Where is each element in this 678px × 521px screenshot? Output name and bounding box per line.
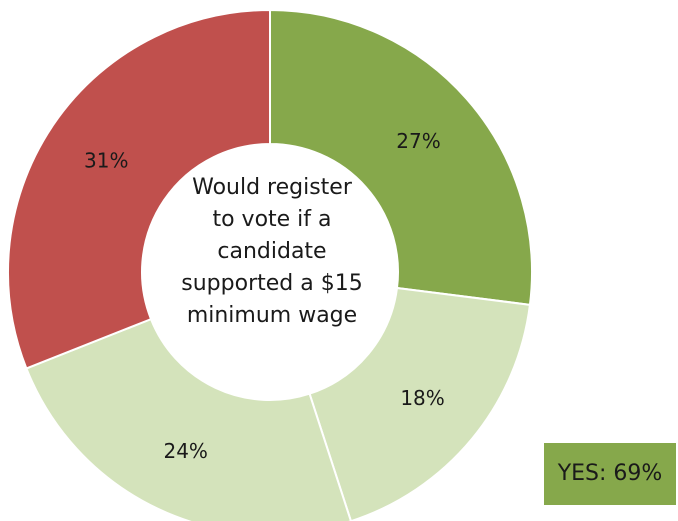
yes-callout-box: YES: 69% bbox=[544, 443, 676, 505]
slice-label-3: 24% bbox=[163, 439, 207, 463]
center-label-line-1: Would register bbox=[192, 175, 352, 200]
slice-label-1: 27% bbox=[396, 129, 440, 153]
center-label-line-3: candidate bbox=[217, 239, 327, 264]
donut-slice-4 bbox=[7, 8, 271, 370]
center-label-line-2: to vote if a bbox=[212, 207, 332, 232]
slice-label-4: 31% bbox=[84, 149, 128, 173]
donut-slice-1 bbox=[269, 8, 533, 306]
center-label-line-4: supported a $15 bbox=[181, 271, 363, 296]
center-label: Would register to vote if a candidate su… bbox=[162, 172, 382, 332]
donut-slice-3 bbox=[25, 317, 352, 521]
center-label-line-5: minimum wage bbox=[186, 303, 358, 328]
donut-slice-2 bbox=[308, 286, 532, 521]
slice-label-2: 18% bbox=[400, 386, 444, 410]
